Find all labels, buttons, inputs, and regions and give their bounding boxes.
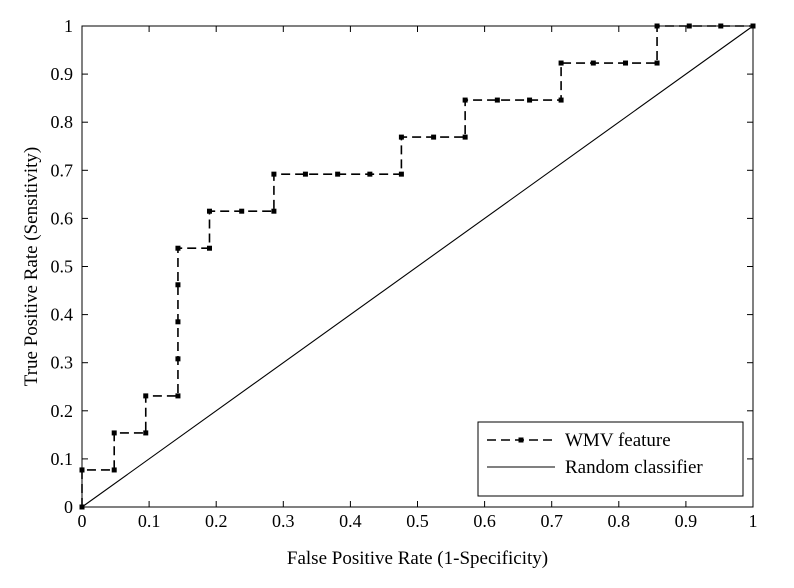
series-layer: [79, 23, 756, 510]
legend-box: [477, 421, 744, 497]
data-point: [143, 430, 149, 436]
data-point: [527, 97, 533, 103]
data-point: [302, 171, 308, 177]
y-tick-label: 1: [64, 16, 73, 36]
x-tick-label: 0: [78, 511, 87, 531]
data-point: [175, 356, 181, 362]
data-point: [206, 208, 212, 214]
data-point: [718, 23, 724, 29]
data-point: [431, 134, 437, 140]
x-tick-label: 0.5: [406, 511, 429, 531]
y-tick-label: 0.1: [51, 449, 74, 469]
x-axis-label: False Positive Rate (1-Specificity): [287, 548, 548, 569]
data-point: [558, 60, 564, 66]
legend: WMV feature Random classifier: [477, 421, 744, 497]
data-point: [398, 171, 404, 177]
data-point: [623, 60, 629, 66]
y-tick-label: 0.6: [51, 208, 74, 228]
x-tick-label: 1: [749, 511, 758, 531]
data-point: [462, 97, 468, 103]
y-tick-label: 0.4: [51, 305, 74, 325]
data-point: [111, 467, 117, 473]
y-tick-label: 0.7: [51, 160, 74, 180]
data-point: [271, 171, 277, 177]
y-tick-label: 0.9: [51, 64, 74, 84]
data-point: [590, 60, 596, 66]
data-point: [79, 467, 85, 473]
data-point: [462, 134, 468, 140]
y-tick-label: 0.3: [51, 353, 74, 373]
x-tick-label: 0.1: [138, 511, 161, 531]
data-point: [175, 282, 181, 288]
data-point: [335, 171, 341, 177]
data-point: [367, 171, 373, 177]
data-point: [494, 97, 500, 103]
data-point: [686, 23, 692, 29]
y-tick-label: 0.8: [51, 112, 74, 132]
x-tick-label: 0.9: [675, 511, 698, 531]
data-point: [239, 208, 245, 214]
x-tick-label: 0.7: [540, 511, 563, 531]
legend-label-random: Random classifier: [565, 457, 703, 478]
data-point: [558, 97, 564, 103]
y-tick-label: 0.5: [51, 257, 74, 277]
series-line-1: [81, 25, 754, 508]
data-point: [271, 208, 277, 214]
x-tick-label: 0.4: [339, 511, 362, 531]
data-point: [111, 430, 117, 436]
y-tick-label: 0: [64, 497, 73, 517]
y-tick-label: 0.2: [51, 401, 74, 421]
x-tick-label: 0.8: [608, 511, 631, 531]
legend-marker-wmv: [518, 437, 524, 443]
x-tick-label: 0.6: [473, 511, 496, 531]
data-point: [206, 245, 212, 251]
data-point: [398, 134, 404, 140]
data-point: [175, 319, 181, 325]
data-point: [143, 393, 149, 399]
data-point: [654, 60, 660, 66]
y-axis-label: True Positive Rate (Sensitivity): [21, 147, 42, 386]
data-point: [654, 23, 660, 29]
x-tick-label: 0.2: [205, 511, 228, 531]
legend-label-wmv: WMV feature: [565, 430, 671, 451]
x-tick-label: 0.3: [272, 511, 295, 531]
ticks: 0 0.1 0.2 0.3 0.4 0.5 0.6 0.7 0.8 0.9 1 0 0.1 0.2 0.3 0…: [51, 16, 758, 531]
data-point: [175, 245, 181, 251]
data-point: [175, 393, 181, 399]
